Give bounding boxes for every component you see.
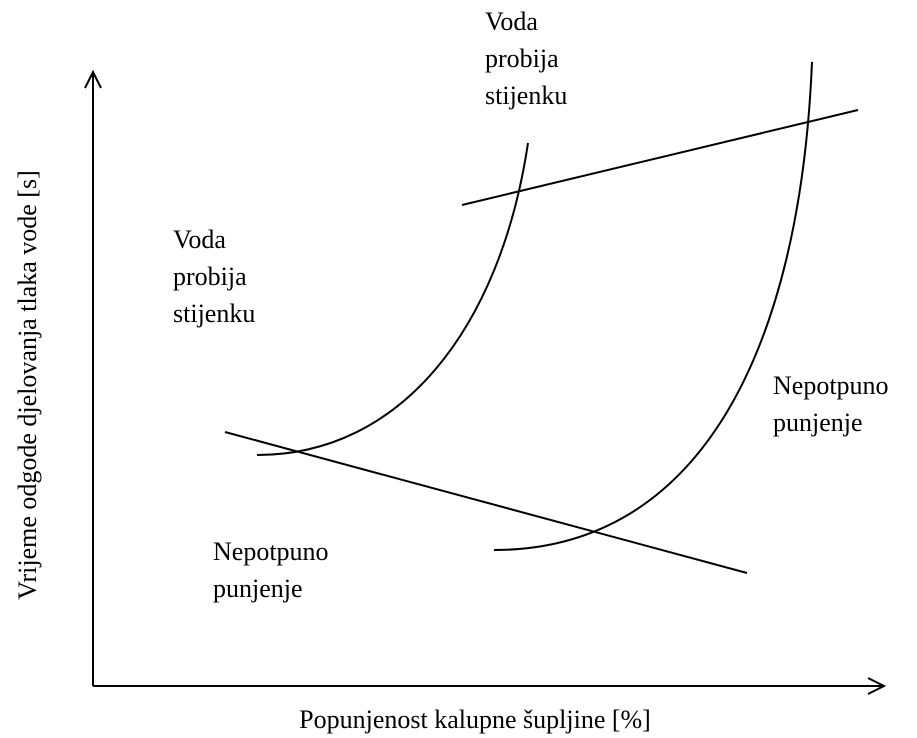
lower-line: [224, 431, 748, 574]
right-curve: [493, 61, 813, 551]
region-label-line: stijenku: [485, 81, 567, 110]
region-label-line: Nepotpuno: [773, 371, 889, 400]
region-label-line: probija: [173, 262, 247, 291]
x-axis-label: Popunjenost kalupne šupljine [%]: [299, 705, 651, 734]
upper-line: [461, 109, 859, 206]
region-labels: Voda probija stijenku Voda probija stijenku Ne…: [173, 7, 889, 603]
y-axis-label: Vrijeme odgode djelovanja tlaka vode [s]: [13, 170, 42, 599]
region-label-line: probija: [485, 44, 559, 73]
left-curve: [256, 142, 529, 456]
region-label-line: stijenku: [173, 299, 255, 328]
region-label-line: punjenje: [773, 408, 863, 437]
y-axis-arrow: [84, 69, 102, 89]
region-label-line: Nepotpuno: [213, 537, 329, 566]
region-label-line: punjenje: [213, 574, 303, 603]
region-label-line: Voda: [485, 7, 538, 36]
region-label-line: Voda: [173, 225, 226, 254]
x-axis-arrow: [867, 677, 887, 695]
